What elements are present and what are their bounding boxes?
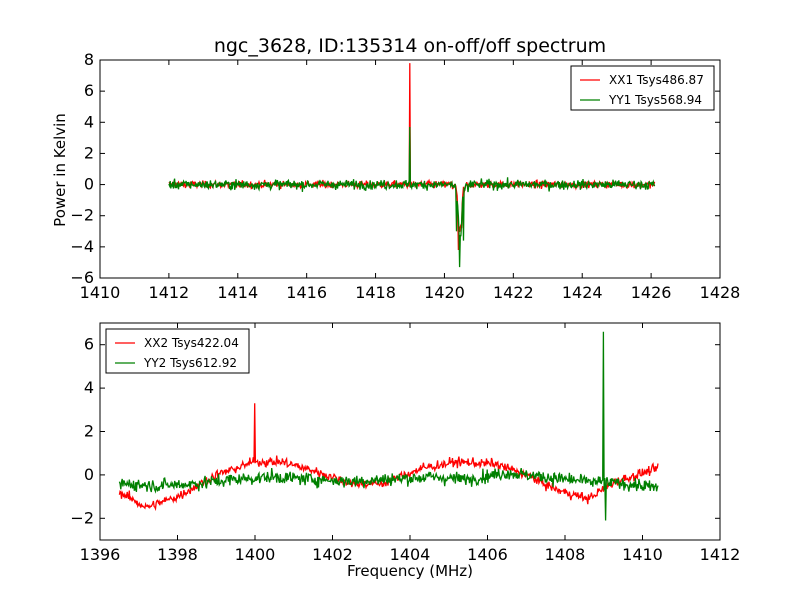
top-legend-label-2: YY1 Tsys568.94	[608, 93, 702, 107]
top-x-tick-label: 1420	[424, 283, 465, 302]
top-y-axis-label: Power in Kelvin	[51, 113, 69, 227]
top-y-tick-label: −6	[70, 268, 94, 287]
top-x-tick-label: 1418	[355, 283, 396, 302]
bottom-legend: XX2 Tsys422.04 YY2 Tsys612.92	[105, 328, 250, 374]
top-y-tick-label: −4	[70, 237, 94, 256]
bottom-x-tick-label: 1398	[157, 545, 198, 564]
top-y-tick-label: 4	[84, 112, 94, 131]
top-y-tick-label: 8	[84, 50, 94, 69]
top-x-tick-label: 1428	[700, 283, 741, 302]
top-x-tick-label: 1416	[286, 283, 327, 302]
bottom-y-tick-label: 6	[84, 335, 94, 354]
top-x-tick-label: 1426	[631, 283, 672, 302]
bottom-x-tick-label: 1410	[622, 545, 663, 564]
bottom-x-tick-label: 1396	[80, 545, 121, 564]
bottom-legend-label-2: YY2 Tsys612.92	[143, 356, 237, 370]
top-spectrum-panel: 1410 1412 1414 1416 1418 1420 1422 1424 1426 1428…	[70, 50, 740, 302]
bottom-x-tick-label: 1408	[545, 545, 586, 564]
bottom-y-tick-label: −2	[70, 508, 94, 527]
top-legend-label-1: XX1 Tsys486.87	[609, 73, 704, 87]
top-y-tick-label: 2	[84, 143, 94, 162]
top-y-tick-label: 6	[84, 81, 94, 100]
top-plot-frame	[99, 59, 721, 279]
top-legend-box	[570, 65, 715, 111]
top-y-tick-label: 0	[84, 175, 94, 194]
bottom-x-tick-label: 1400	[235, 545, 276, 564]
top-x-tick-label: 1412	[149, 283, 190, 302]
bottom-x-tick-label: 1402	[312, 545, 353, 564]
top-x-tick-label: 1422	[493, 283, 534, 302]
top-x-tick-label: 1410	[80, 283, 121, 302]
chart-title: ngc_3628, ID:135314 on-off/off spectrum	[214, 35, 606, 57]
top-y-tick-label: −2	[70, 206, 94, 225]
top-series-line-2	[168, 126, 656, 268]
top-x-tick-label: 1414	[217, 283, 258, 302]
bottom-y-tick-label: 2	[84, 422, 94, 441]
top-x-tick-label: 1424	[562, 283, 603, 302]
bottom-y-tick-label: 0	[84, 465, 94, 484]
bottom-spectrum-panel: 1396 1398 1400 1402 1404 1406 1408 1410 1412 −2 0 2…	[70, 322, 741, 564]
bottom-x-tick-label: 1412	[700, 545, 741, 564]
top-series-group	[168, 63, 656, 268]
bottom-legend-box	[105, 328, 250, 374]
bottom-x-axis-label: Frequency (MHz)	[347, 562, 473, 580]
top-legend: XX1 Tsys486.87 YY1 Tsys568.94	[570, 65, 715, 111]
bottom-legend-label-1: XX2 Tsys422.04	[144, 336, 239, 350]
bottom-series-group	[118, 331, 659, 521]
bottom-x-tick-label: 1406	[467, 545, 508, 564]
bottom-y-tick-label: 4	[84, 378, 94, 397]
bottom-series-line-2	[118, 331, 659, 521]
bottom-x-tick-label: 1404	[390, 545, 431, 564]
